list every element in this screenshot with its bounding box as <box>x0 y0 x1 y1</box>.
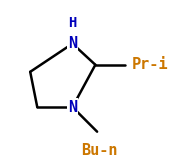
Text: H: H <box>68 16 77 30</box>
Text: N: N <box>68 100 77 115</box>
Text: N: N <box>68 36 77 51</box>
Text: Pr-i: Pr-i <box>131 57 168 72</box>
Text: Bu-n: Bu-n <box>81 143 118 158</box>
